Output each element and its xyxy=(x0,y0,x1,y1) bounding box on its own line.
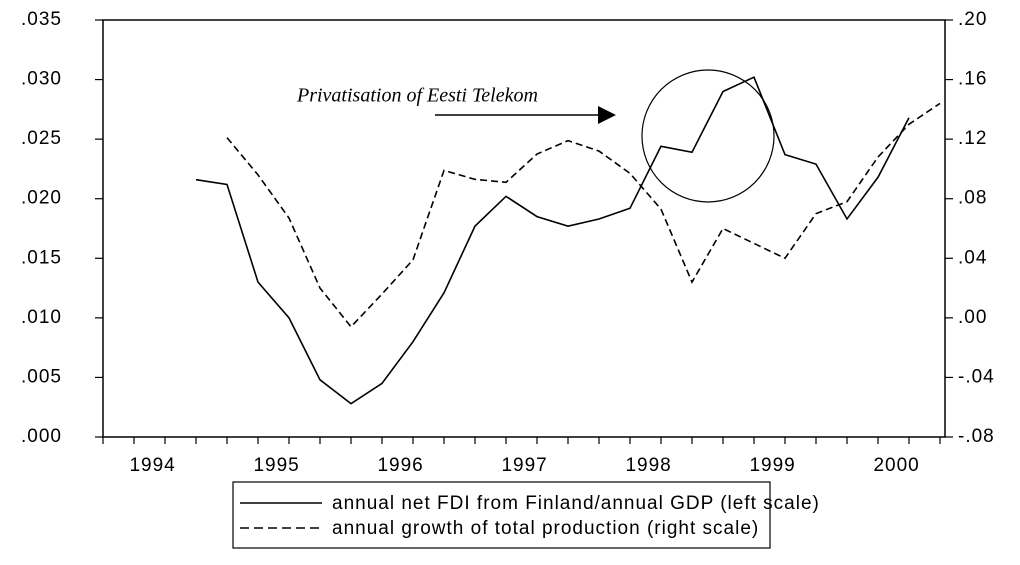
series-line xyxy=(226,102,941,329)
arrow-head xyxy=(598,106,616,124)
x-tick-label: 1997 xyxy=(501,455,547,476)
y-tick-label: .035 xyxy=(21,9,62,30)
x-tick-label: 1996 xyxy=(377,455,423,476)
y-tick-label: .005 xyxy=(21,366,62,387)
y-tick-label: .030 xyxy=(21,69,62,90)
y-tick-label: .010 xyxy=(21,307,62,328)
plot-frame xyxy=(102,19,946,438)
legend-box xyxy=(232,481,771,549)
x-tick-label: 2000 xyxy=(873,455,919,476)
y2-tick-label: -.04 xyxy=(958,366,995,387)
y2-tick-label: .08 xyxy=(958,188,987,209)
y2-tick-label: .00 xyxy=(958,307,987,328)
y2-tick-label: .12 xyxy=(958,128,987,149)
x-tick-label: 1999 xyxy=(749,455,795,476)
x-tick-label: 1994 xyxy=(129,455,175,476)
annotation: Privatisation of Eesti Telekom xyxy=(296,85,538,107)
y-tick-label: .025 xyxy=(21,128,62,149)
y2-tick-label: .20 xyxy=(958,9,987,30)
y2-tick-label: .04 xyxy=(958,247,987,268)
y-tick-label: .015 xyxy=(21,247,62,268)
legend-label: annual net FDI from Finland/annual GDP (… xyxy=(332,493,820,514)
y2-tick-label: .16 xyxy=(958,69,987,90)
x-tick-label: 1998 xyxy=(625,455,671,476)
series-line xyxy=(195,76,910,405)
legend-label: annual growth of total production (right… xyxy=(332,518,759,539)
highlight-circle xyxy=(641,69,775,203)
y-tick-label: .020 xyxy=(21,188,62,209)
y2-tick-label: -.08 xyxy=(958,426,995,447)
x-tick-label: 1995 xyxy=(253,455,299,476)
y-tick-label: .000 xyxy=(21,426,62,447)
